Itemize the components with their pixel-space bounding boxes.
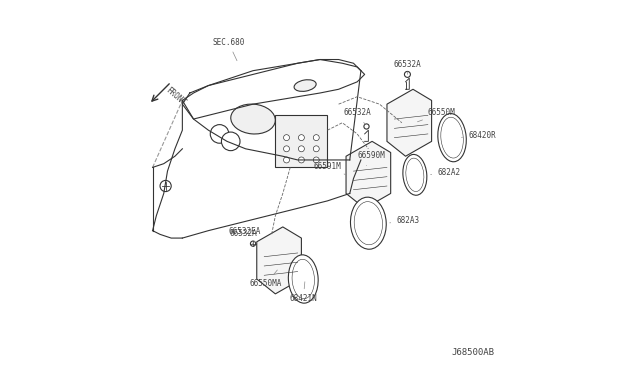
Text: 682A3: 682A3 (390, 216, 419, 225)
Circle shape (284, 135, 289, 141)
Polygon shape (387, 89, 431, 156)
Ellipse shape (292, 259, 314, 299)
Ellipse shape (403, 154, 427, 195)
Text: 66550M: 66550M (417, 108, 456, 122)
Circle shape (284, 146, 289, 152)
Circle shape (314, 157, 319, 163)
Circle shape (314, 146, 319, 152)
Ellipse shape (354, 202, 383, 245)
Circle shape (160, 180, 172, 192)
Circle shape (250, 241, 255, 246)
Circle shape (404, 71, 410, 77)
Text: J68500AB: J68500AB (452, 348, 495, 357)
Ellipse shape (406, 158, 424, 192)
Circle shape (314, 135, 319, 141)
Circle shape (298, 146, 305, 152)
Text: 68421N: 68421N (289, 282, 317, 303)
Polygon shape (257, 227, 301, 294)
Text: 66532EA: 66532EA (229, 227, 261, 242)
Circle shape (221, 132, 240, 151)
Text: 66532A: 66532A (394, 60, 421, 74)
Circle shape (298, 135, 305, 141)
Bar (275, 115, 328, 167)
Text: 66550MA: 66550MA (250, 270, 282, 288)
Ellipse shape (231, 104, 275, 134)
Circle shape (364, 124, 369, 129)
Polygon shape (346, 141, 390, 208)
Ellipse shape (289, 255, 318, 303)
Ellipse shape (438, 113, 467, 162)
Text: 66590M: 66590M (357, 151, 385, 166)
Ellipse shape (294, 80, 316, 92)
Text: 66532A: 66532A (230, 229, 258, 244)
Text: 66591M: 66591M (314, 162, 346, 175)
Circle shape (284, 157, 289, 163)
Circle shape (211, 125, 229, 143)
Text: SEC.680: SEC.680 (212, 38, 244, 61)
Text: FRONT: FRONT (164, 86, 188, 108)
Text: 68420R: 68420R (461, 131, 496, 140)
Ellipse shape (351, 197, 387, 249)
Circle shape (298, 157, 305, 163)
Text: 682A2: 682A2 (431, 168, 460, 177)
Ellipse shape (441, 117, 463, 158)
Text: 66532A: 66532A (343, 108, 371, 124)
